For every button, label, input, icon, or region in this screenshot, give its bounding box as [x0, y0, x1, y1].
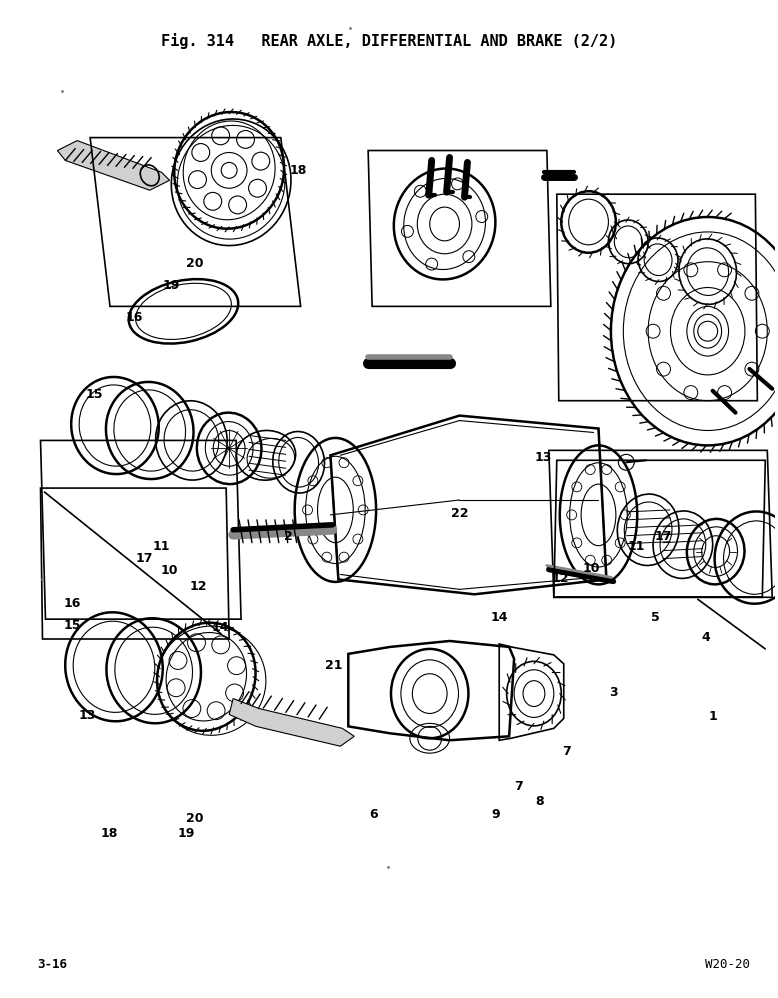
Text: 20: 20	[186, 256, 203, 269]
Text: 19: 19	[178, 827, 195, 840]
Text: 13: 13	[534, 451, 552, 464]
Text: 3-16: 3-16	[37, 958, 68, 971]
Text: 11: 11	[152, 540, 170, 553]
Text: 6: 6	[370, 807, 378, 820]
Polygon shape	[58, 141, 170, 191]
Text: 21: 21	[324, 659, 342, 672]
Text: 8: 8	[535, 794, 544, 807]
Text: 10: 10	[160, 564, 177, 577]
Text: 7: 7	[514, 779, 523, 792]
Text: 15: 15	[85, 388, 103, 401]
Text: 5: 5	[651, 612, 660, 625]
Text: 4: 4	[701, 631, 710, 645]
Text: 18: 18	[289, 164, 307, 177]
Text: 16: 16	[125, 311, 143, 324]
Text: 2: 2	[284, 530, 293, 543]
Text: Fig. 314   REAR AXLE, DIFFERENTIAL AND BRAKE (2/2): Fig. 314 REAR AXLE, DIFFERENTIAL AND BRA…	[161, 33, 617, 49]
Text: 16: 16	[64, 597, 81, 610]
Text: 14: 14	[212, 622, 230, 635]
Text: 18: 18	[100, 827, 118, 840]
Text: 3: 3	[608, 686, 617, 699]
Text: 12: 12	[552, 572, 569, 585]
Text: 20: 20	[186, 811, 203, 824]
Text: 14: 14	[491, 612, 508, 625]
Text: W20-20: W20-20	[706, 958, 751, 971]
Text: 15: 15	[64, 620, 81, 633]
Text: 22: 22	[451, 507, 469, 520]
Text: 7: 7	[562, 746, 571, 758]
Text: 17: 17	[654, 530, 672, 543]
Text: 17: 17	[135, 552, 153, 565]
Text: 19: 19	[163, 279, 180, 292]
Polygon shape	[230, 699, 354, 747]
Text: 9: 9	[491, 807, 500, 820]
Text: 10: 10	[583, 562, 600, 575]
Text: 12: 12	[190, 580, 207, 593]
Text: 13: 13	[79, 709, 96, 722]
Text: 11: 11	[627, 540, 645, 553]
Text: 1: 1	[709, 711, 718, 724]
